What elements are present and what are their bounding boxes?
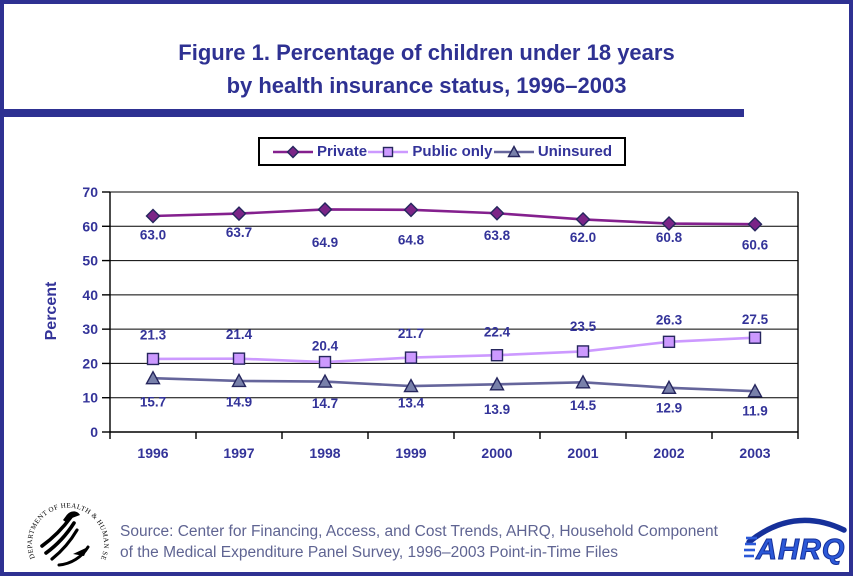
svg-text:27.5: 27.5 [742,312,769,327]
svg-text:50: 50 [82,253,98,269]
svg-text:64.9: 64.9 [312,235,338,250]
svg-text:12.9: 12.9 [656,400,682,415]
svg-text:62.0: 62.0 [570,230,596,245]
public-only-series-icon [368,146,409,157]
svg-text:13.9: 13.9 [484,402,510,417]
legend-item-public-only: Public only [367,143,492,160]
svg-text:60: 60 [82,218,98,234]
ahrq-speed-lines [744,536,757,558]
svg-text:15.7: 15.7 [140,395,166,410]
svg-text:63.7: 63.7 [226,225,252,240]
svg-text:40: 40 [82,287,98,303]
private-series-icon [273,145,313,158]
svg-text:21.3: 21.3 [140,327,167,342]
svg-text:DEPARTMENT OF HEALTH & HUMAN S: DEPARTMENT OF HEALTH & HUMAN SERVICES · … [26,494,110,562]
svg-text:60.6: 60.6 [742,238,769,253]
legend-label-public-only: Public only [412,143,493,160]
svg-text:14.5: 14.5 [570,398,597,413]
title-line-2: by health insurance status, 1996–2003 [226,73,627,98]
page-title: Figure 1. Percentage of children under 1… [4,36,849,102]
svg-text:2002: 2002 [653,445,684,461]
svg-text:14.9: 14.9 [226,394,252,409]
svg-text:13.4: 13.4 [398,396,425,411]
svg-text:11.9: 11.9 [742,404,768,419]
ahrq-logo: AHRQ [744,517,847,566]
svg-text:21.7: 21.7 [398,326,424,341]
svg-text:70: 70 [82,184,98,200]
line-chart: 0 10 20 30 40 50 60 70 1996 1997 1998 1999 2000 2001 2… [82,184,799,461]
svg-text:14.7: 14.7 [312,396,338,411]
svg-text:23.5: 23.5 [570,319,597,334]
hhs-logo: DEPARTMENT OF HEALTH & HUMAN SERVICES · … [26,494,110,567]
svg-text:26.3: 26.3 [656,312,683,327]
svg-text:0: 0 [90,424,98,440]
svg-text:63.0: 63.0 [140,228,166,243]
hhs-logo-circular-text: DEPARTMENT OF HEALTH & HUMAN SERVICES · … [26,494,110,562]
svg-text:2003: 2003 [739,445,770,461]
svg-text:1998: 1998 [309,445,340,461]
svg-text:21.4: 21.4 [226,327,253,342]
svg-text:20: 20 [82,355,98,371]
legend-item-private: Private [272,143,367,160]
title-divider [4,109,744,117]
legend-item-uninsured: Uninsured [493,143,612,160]
source-note: Source: Center for Financing, Access, an… [120,523,718,561]
svg-text:1996: 1996 [137,445,168,461]
svg-text:30: 30 [82,321,98,337]
svg-text:20.4: 20.4 [312,339,339,354]
svg-text:60.8: 60.8 [656,230,683,245]
svg-text:1997: 1997 [223,445,254,461]
svg-text:1999: 1999 [395,445,426,461]
svg-text:64.8: 64.8 [398,232,425,247]
ahrq-swoosh [746,517,847,545]
title-line-1: Figure 1. Percentage of children under 1… [178,40,675,65]
ahrq-logo-text: AHRQ [755,534,845,566]
legend-label-private: Private [317,143,368,160]
svg-text:2001: 2001 [567,445,598,461]
svg-text:2000: 2000 [481,445,512,461]
svg-text:10: 10 [82,390,98,406]
hhs-eagle-icon [40,511,90,567]
chart-legend: Private Public only Uninsured [258,137,626,166]
svg-text:22.4: 22.4 [484,325,511,340]
uninsured-series-icon [493,144,534,157]
legend-label-uninsured: Uninsured [537,143,612,160]
svg-text:63.8: 63.8 [484,228,511,243]
